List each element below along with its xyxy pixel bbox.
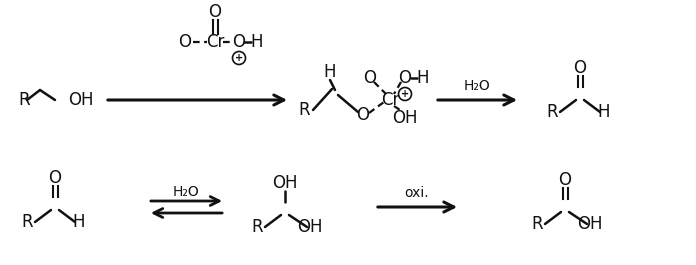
Text: OH: OH <box>297 218 323 236</box>
Text: R: R <box>531 215 543 233</box>
Text: +: + <box>401 89 409 99</box>
Text: oxi.: oxi. <box>404 186 429 200</box>
Text: H: H <box>73 213 85 231</box>
Text: O: O <box>178 33 191 51</box>
Text: H: H <box>598 103 610 121</box>
Text: H: H <box>417 69 429 87</box>
Text: OH: OH <box>272 174 298 192</box>
Text: O: O <box>232 33 246 51</box>
Text: Cr: Cr <box>381 91 400 109</box>
Text: Cr: Cr <box>206 33 224 51</box>
Text: H: H <box>251 33 263 51</box>
Text: H₂O: H₂O <box>464 79 491 93</box>
Text: H₂O: H₂O <box>173 185 199 199</box>
Text: +: + <box>235 53 243 63</box>
Text: R: R <box>22 213 33 231</box>
Text: O: O <box>209 3 221 21</box>
Text: O: O <box>558 171 571 189</box>
Text: R: R <box>546 103 558 121</box>
Text: H: H <box>324 63 336 81</box>
Text: O: O <box>49 169 61 187</box>
Text: OH: OH <box>577 215 603 233</box>
Text: R: R <box>299 101 310 119</box>
Text: OH: OH <box>68 91 93 109</box>
Text: O: O <box>356 106 370 124</box>
Text: R: R <box>251 218 263 236</box>
Text: O: O <box>399 69 411 87</box>
Text: R: R <box>18 91 30 109</box>
Text: O: O <box>363 69 377 87</box>
Text: O: O <box>574 59 587 77</box>
Text: OH: OH <box>393 109 418 127</box>
